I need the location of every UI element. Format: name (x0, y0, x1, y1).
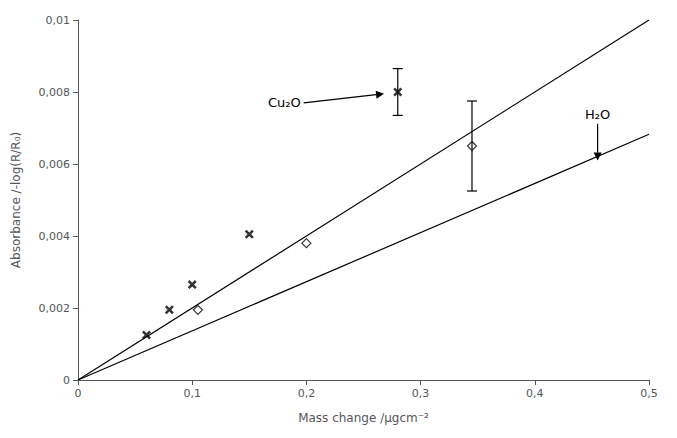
svg-text:0,01: 0,01 (46, 14, 71, 27)
svg-text:0,004: 0,004 (39, 230, 71, 243)
svg-text:H₂O: H₂O (585, 107, 610, 122)
svg-text:Absorbance /-log(R/R₀): Absorbance /-log(R/R₀) (9, 132, 23, 268)
svg-text:0,4: 0,4 (526, 387, 544, 400)
svg-text:0,3: 0,3 (412, 387, 430, 400)
svg-text:0,2: 0,2 (298, 387, 316, 400)
svg-text:0,1: 0,1 (183, 387, 201, 400)
svg-text:Mass change /μgcm⁻²: Mass change /μgcm⁻² (298, 411, 429, 425)
svg-text:0,5: 0,5 (640, 387, 658, 400)
svg-text:0,006: 0,006 (39, 158, 71, 171)
svg-text:0: 0 (75, 387, 82, 400)
svg-text:0,008: 0,008 (39, 86, 71, 99)
svg-text:0,002: 0,002 (39, 302, 71, 315)
svg-text:0: 0 (63, 374, 70, 387)
svg-text:Cu₂O: Cu₂O (268, 95, 301, 110)
